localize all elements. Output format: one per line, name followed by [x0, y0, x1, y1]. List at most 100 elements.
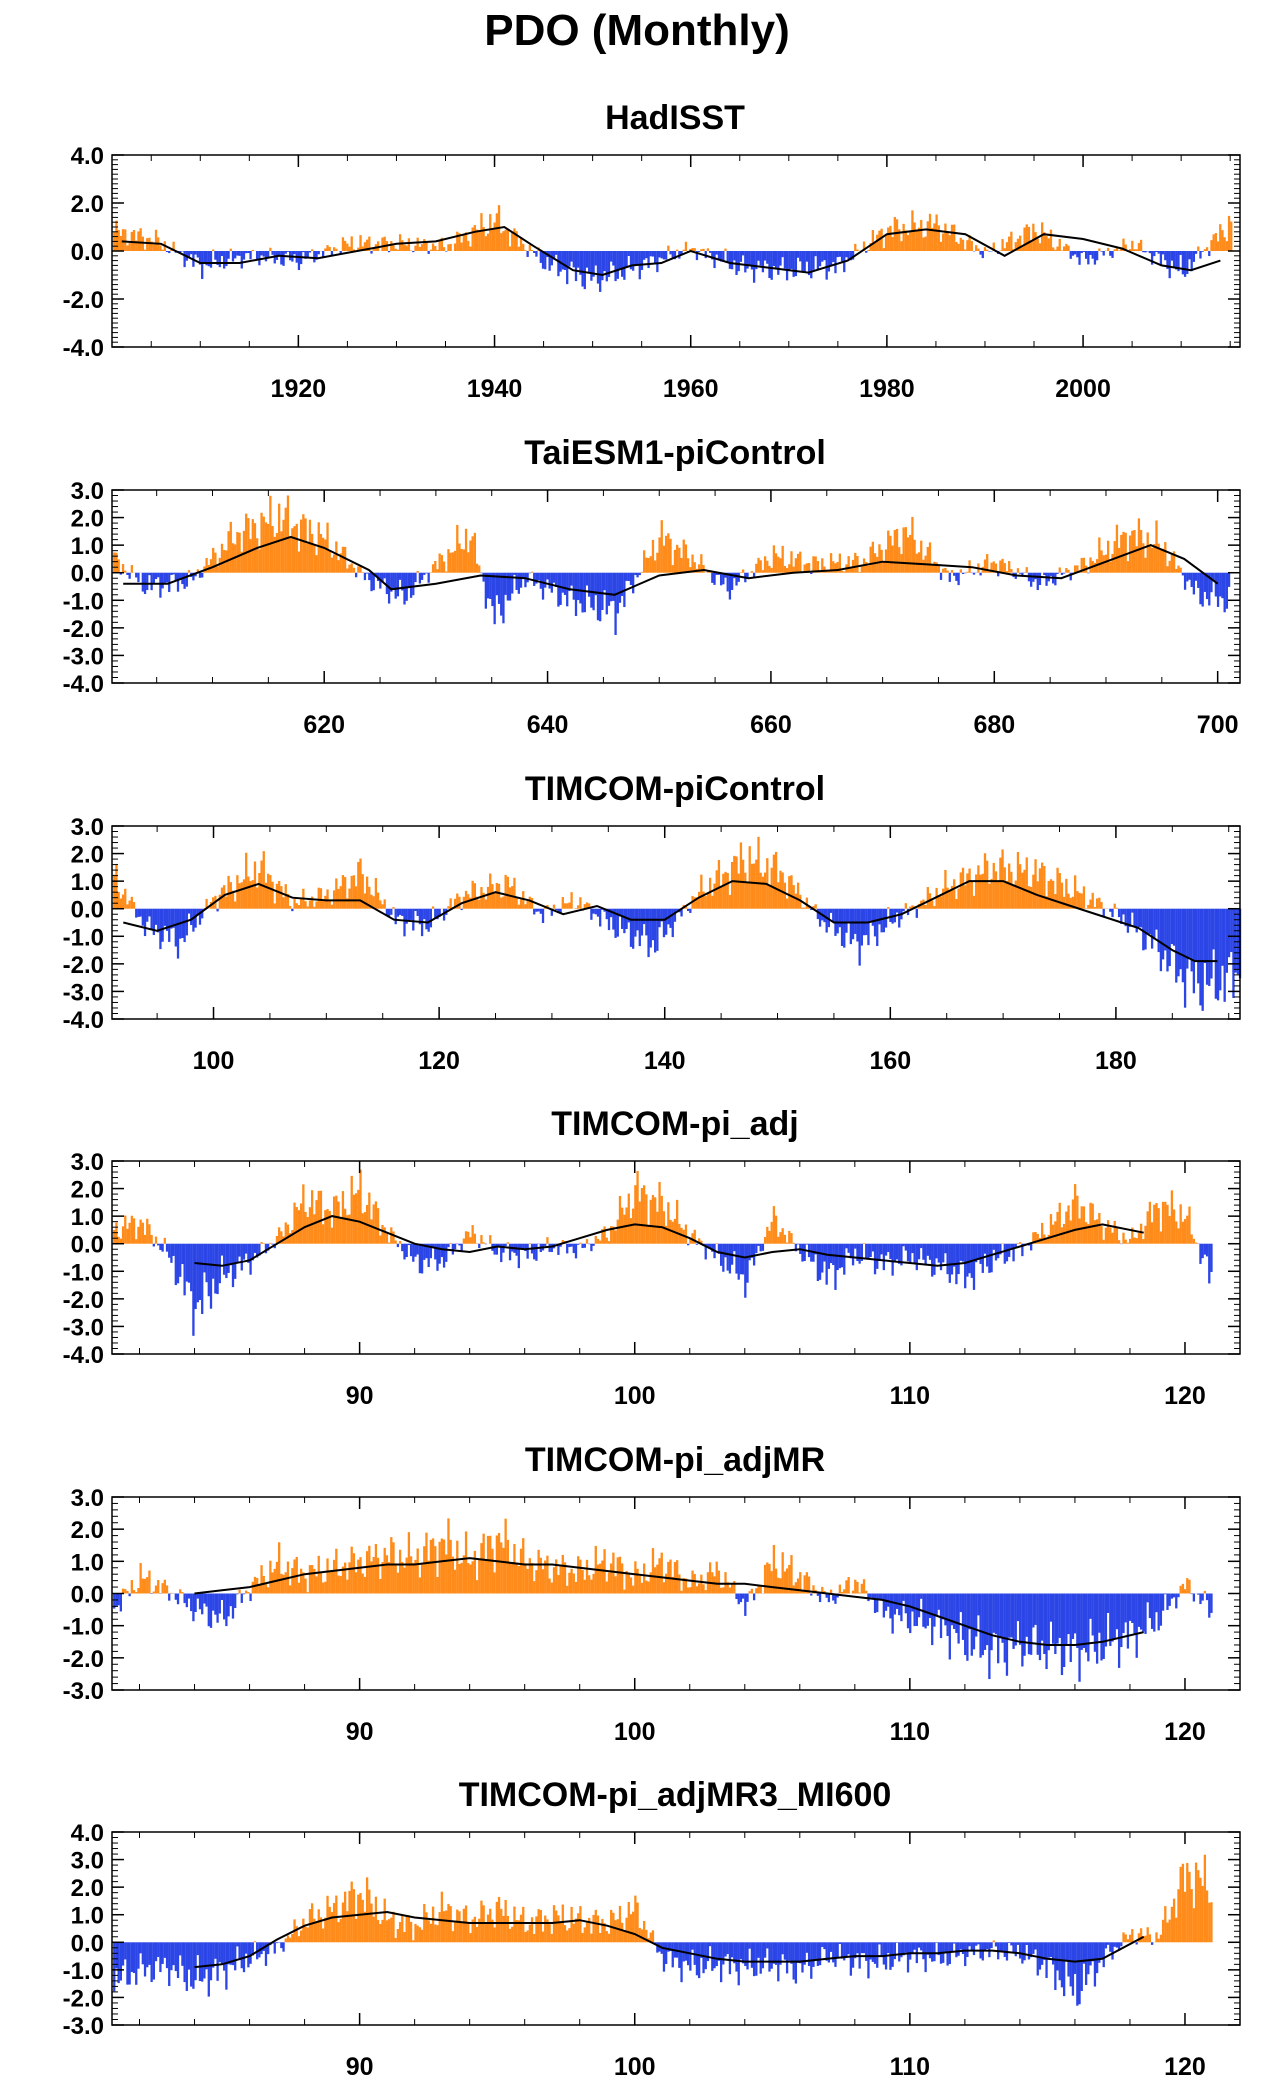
anomaly-bar	[1008, 1593, 1011, 1638]
anomaly-bar	[541, 1569, 545, 1594]
anomaly-bar	[801, 1942, 804, 1973]
anomaly-bar	[1106, 1942, 1110, 1945]
anomaly-bar	[141, 1222, 144, 1244]
anomaly-bar	[596, 1564, 600, 1594]
anomaly-bar	[1030, 1243, 1033, 1251]
anomaly-bar	[121, 1226, 125, 1244]
anomaly-bar	[308, 251, 312, 253]
anomaly-bar	[931, 564, 934, 573]
anomaly-bar	[453, 1243, 457, 1250]
anomaly-bar	[906, 1942, 910, 1973]
anomaly-bar	[165, 908, 169, 931]
anomaly-bar	[135, 1591, 138, 1594]
anomaly-bar	[678, 547, 681, 573]
anomaly-bar	[535, 1916, 538, 1943]
anomaly-bar	[453, 1922, 457, 1943]
anomaly-bar	[849, 251, 853, 261]
anomaly-bar	[317, 887, 320, 909]
anomaly-bar	[522, 1538, 525, 1594]
anomaly-bar	[1188, 908, 1191, 958]
anomaly-bar	[1109, 908, 1112, 912]
anomaly-bar	[339, 553, 342, 573]
chart-panel-4: TIMCOM-pi_adj3.02.01.00.0-1.0-2.0-3.0-4.…	[63, 1105, 1241, 1410]
anomaly-bar	[999, 560, 1002, 573]
anomaly-bar	[990, 562, 993, 573]
anomaly-bar	[766, 1562, 769, 1594]
anomaly-bar	[555, 908, 558, 911]
anomaly-bar	[1155, 908, 1158, 930]
anomaly-bar	[442, 561, 446, 573]
anomaly-bar	[201, 908, 204, 919]
anomaly-bar	[900, 241, 903, 251]
anomaly-bar	[1010, 1593, 1013, 1638]
chart-panel-6: TIMCOM-pi_adjMR3_MI6004.03.02.01.00.0-1.…	[63, 1776, 1241, 2081]
anomaly-bar	[286, 495, 290, 573]
anomaly-bar	[1199, 908, 1202, 1006]
anomaly-bar	[126, 245, 129, 251]
anomaly-bar	[1144, 251, 1147, 253]
anomaly-bar	[431, 564, 435, 573]
anomaly-bar	[392, 1231, 395, 1244]
anomaly-bar	[827, 908, 831, 928]
y-tick-label: -3.0	[63, 979, 104, 1006]
anomaly-bar	[1190, 251, 1193, 272]
anomaly-bar	[909, 906, 912, 909]
anomaly-bar	[504, 1518, 507, 1594]
anomaly-bar	[513, 877, 516, 909]
anomaly-bar	[1043, 1593, 1046, 1655]
anomaly-bar	[843, 1243, 846, 1275]
y-tick-label: -4.0	[63, 1007, 104, 1034]
anomaly-bar	[482, 1533, 485, 1594]
anomaly-bar	[849, 567, 853, 573]
anomaly-bar	[183, 1593, 186, 1604]
anomaly-bar	[306, 1927, 309, 1943]
anomaly-bar	[146, 1218, 149, 1244]
anomaly-bar	[1084, 251, 1088, 259]
anomaly-bar	[779, 870, 782, 909]
anomaly-bar	[654, 908, 657, 953]
anomaly-bar	[1109, 561, 1112, 573]
anomaly-bar	[176, 1593, 180, 1605]
anomaly-bar	[627, 1902, 630, 1943]
anomaly-bar	[568, 902, 571, 909]
anomaly-bar	[139, 228, 142, 251]
anomaly-bar	[799, 894, 802, 909]
anomaly-bar	[275, 1561, 279, 1594]
anomaly-bar	[289, 538, 292, 573]
anomaly-bar	[385, 908, 389, 916]
anomaly-bar	[939, 241, 943, 251]
anomaly-bar	[363, 1911, 367, 1943]
anomaly-bar	[1080, 251, 1083, 254]
anomaly-bar	[741, 859, 745, 909]
anomaly-bar	[198, 1942, 202, 1982]
anomaly-bar	[847, 1577, 850, 1594]
anomaly-bar	[640, 1582, 644, 1594]
anomaly-bar	[152, 1942, 155, 1980]
anomaly-bar	[256, 1243, 259, 1258]
anomaly-bar	[297, 251, 301, 271]
anomaly-bar	[829, 1243, 833, 1264]
anomaly-bar	[1144, 908, 1147, 950]
anomaly-bar	[425, 572, 428, 574]
anomaly-bar	[229, 248, 232, 251]
anomaly-bar	[1137, 1933, 1141, 1943]
anomaly-bar	[959, 1593, 962, 1613]
y-tick-label: 0.0	[71, 239, 104, 266]
anomaly-bar	[458, 896, 461, 909]
anomaly-bar	[680, 1942, 683, 1983]
anomaly-bar	[862, 1243, 866, 1244]
anomaly-bar	[948, 890, 951, 909]
anomaly-bar	[405, 908, 408, 924]
anomaly-bar	[1168, 1593, 1171, 1606]
anomaly-bar	[607, 1241, 611, 1244]
anomaly-bar	[152, 1243, 155, 1247]
anomaly-bar	[596, 572, 600, 621]
anomaly-bar	[750, 1942, 754, 1968]
anomaly-bar	[719, 572, 723, 586]
anomaly-bar	[150, 1942, 153, 1983]
anomaly-bar	[1082, 886, 1086, 909]
anomaly-bar	[590, 1933, 593, 1943]
anomaly-bar	[689, 1587, 692, 1594]
anomaly-bar	[880, 908, 883, 933]
anomaly-bar	[1124, 532, 1127, 573]
